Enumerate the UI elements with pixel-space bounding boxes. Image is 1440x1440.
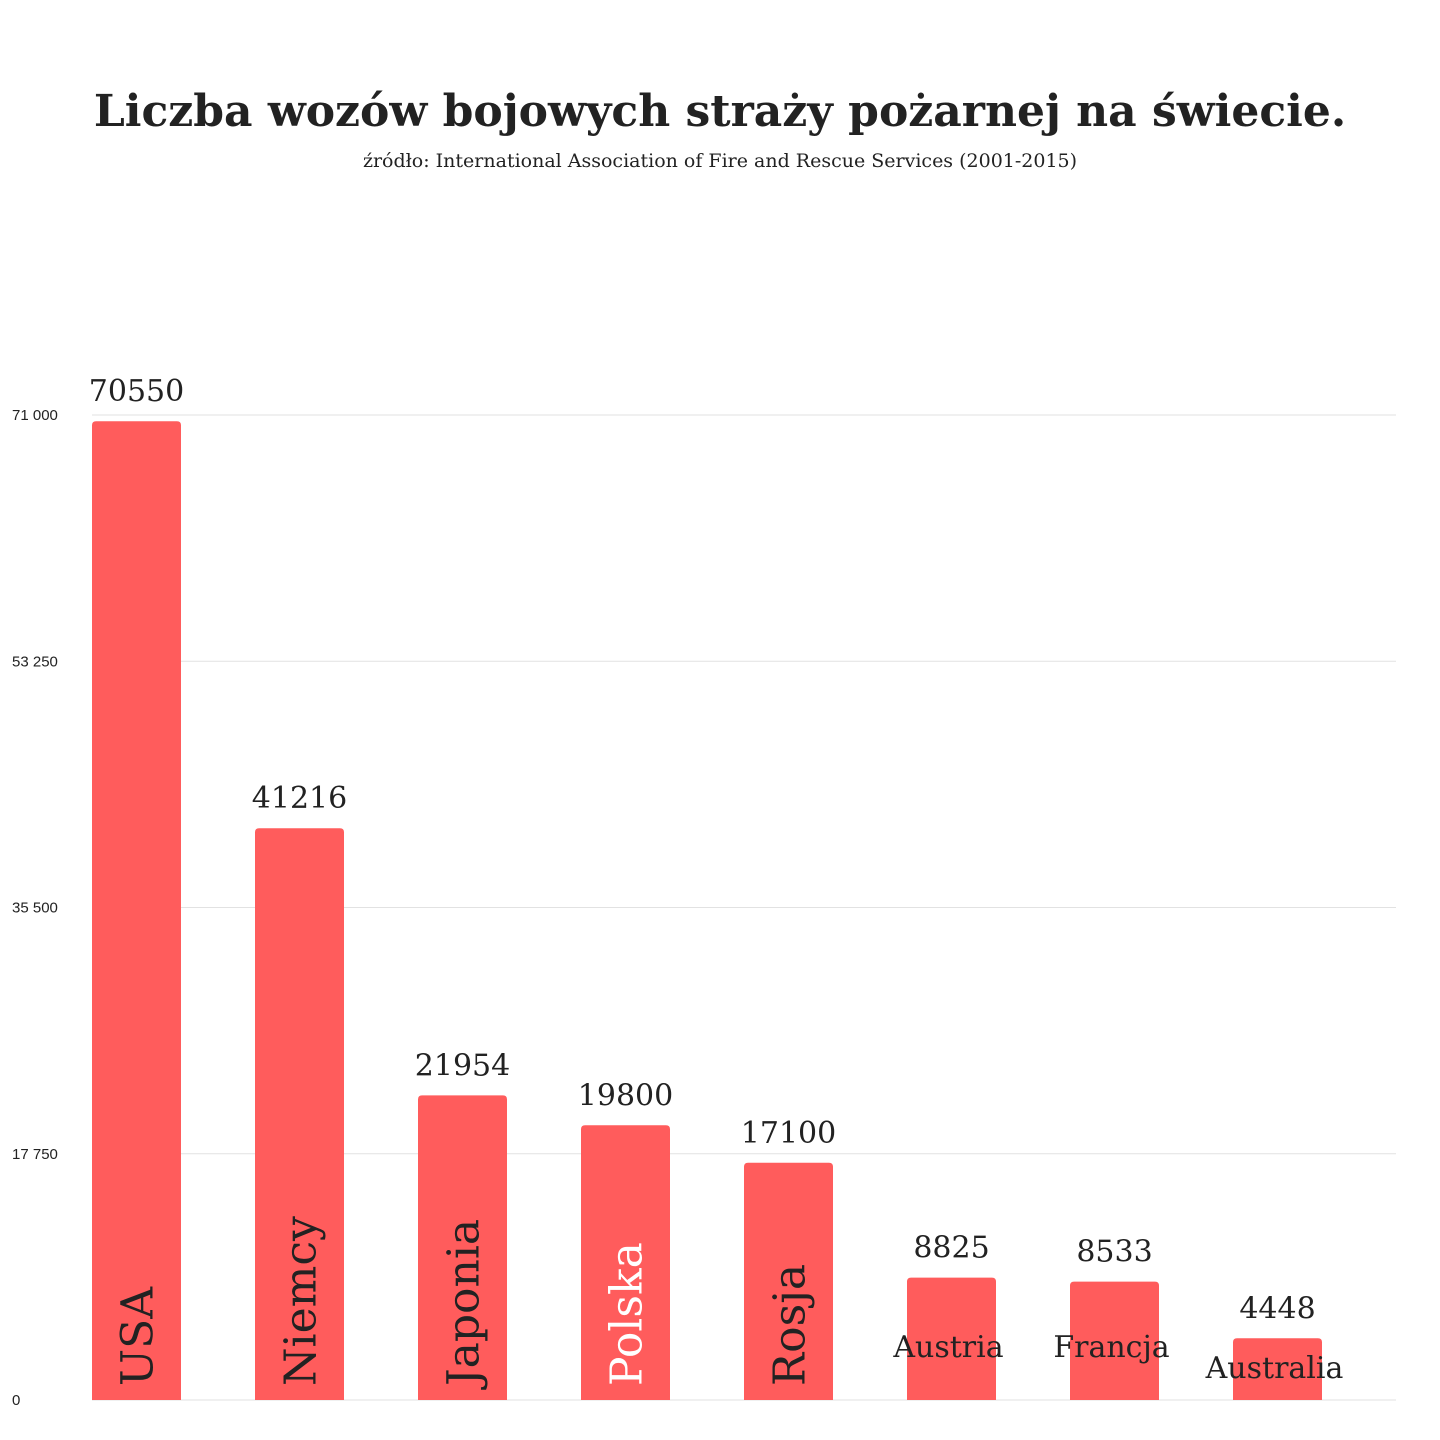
bar [907,1277,996,1400]
bar [1070,1281,1159,1400]
bar [255,828,344,1400]
category-label: Australia [1205,1351,1344,1386]
y-tick-label: 0 [12,1392,20,1409]
data-label: 8533 [1076,1235,1152,1270]
category-label: Francja [1053,1330,1169,1365]
category-label: Niemcy [276,1216,327,1386]
chart-subtitle: źródło: International Association of Fir… [362,150,1078,172]
y-tick-label: 17 750 [12,1146,58,1163]
bar [418,1095,507,1400]
y-tick-label: 71 000 [12,407,58,424]
data-label: 4448 [1239,1291,1315,1326]
data-label: 19800 [578,1078,673,1113]
category-label: USA [113,1286,164,1386]
bar [744,1162,833,1400]
bar [1233,1338,1322,1400]
bar [92,421,181,1401]
data-label: 70550 [89,374,184,409]
y-tick-label: 53 250 [12,653,58,670]
data-label: 21954 [415,1048,510,1083]
category-label: Austria [892,1330,1003,1365]
y-tick-label: 35 500 [12,900,58,917]
chart-title: Liczba wozów bojowych straży pożarnej na… [93,86,1347,137]
category-label: Japonia [439,1219,490,1390]
bar [581,1125,670,1400]
data-label: 17100 [741,1116,836,1151]
data-label: 41216 [252,781,347,816]
category-label: Rosja [765,1264,816,1386]
category-label: Polska [602,1242,653,1386]
data-label: 8825 [913,1231,989,1266]
